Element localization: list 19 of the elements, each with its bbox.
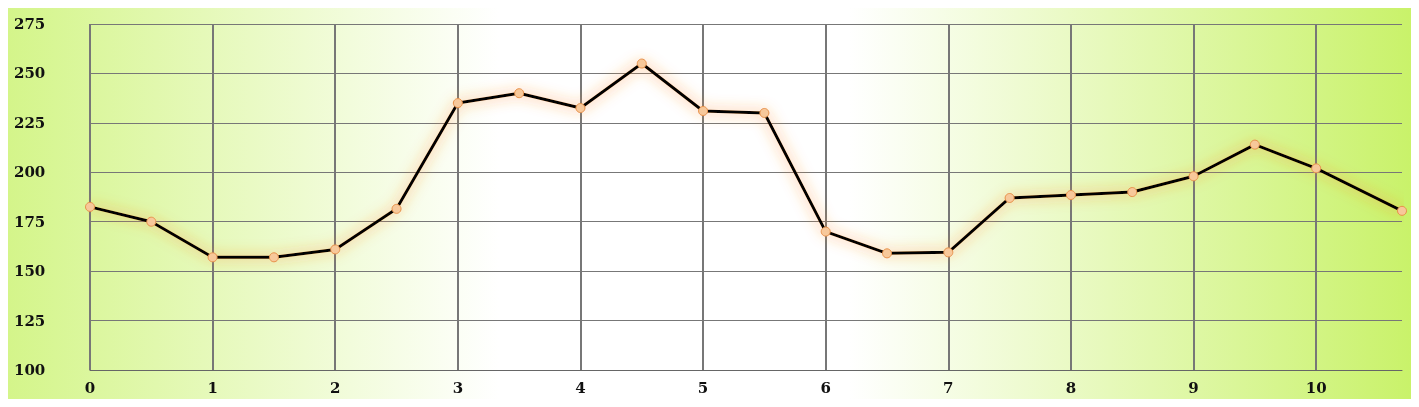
- y-tick-label: 150: [14, 262, 46, 281]
- x-tick-label: 2: [330, 378, 341, 397]
- x-tick-label: 7: [943, 378, 954, 397]
- y-tick-label: 225: [14, 113, 46, 132]
- x-tick-label: 4: [575, 378, 586, 397]
- y-tick-label: 125: [14, 311, 46, 330]
- y-tick-label: 100: [14, 361, 46, 379]
- y-tick-label: 275: [14, 15, 46, 33]
- x-tick-label: 3: [452, 378, 464, 397]
- y-tick-label: 175: [14, 212, 46, 231]
- x-tick-label: 6: [820, 378, 831, 397]
- x-tick-label: 10: [1305, 378, 1327, 397]
- x-tick-label: 0: [84, 378, 96, 397]
- x-tick-label: 1: [207, 378, 218, 397]
- y-tick-label: 250: [14, 64, 46, 83]
- x-tick-label: 9: [1188, 378, 1199, 397]
- y-tick-label: 200: [14, 163, 46, 182]
- x-tick-label: 5: [697, 378, 709, 397]
- x-tick-label: 8: [1065, 378, 1077, 397]
